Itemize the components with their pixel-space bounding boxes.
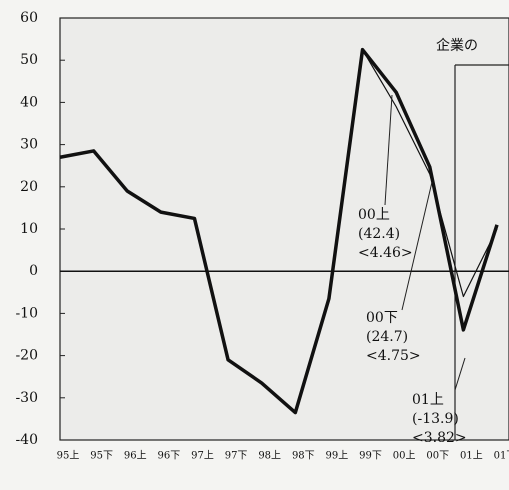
y-tick-label: -40: [15, 432, 38, 448]
annotation: <4.75>: [366, 348, 421, 364]
x-tick-label: 95上: [57, 450, 80, 462]
y-tick-label: 60: [20, 10, 38, 26]
y-tick-label: 0: [29, 263, 38, 279]
annotation-arrow: [454, 357, 466, 391]
x-tick-label: 00上: [393, 450, 416, 462]
series-line: [362, 49, 498, 298]
y-tick-label: -30: [15, 390, 38, 406]
x-tick-label: 96下: [157, 451, 180, 462]
annotation: (42.4): [358, 226, 400, 242]
x-tick-label: 98上: [258, 450, 281, 462]
annotation-arrow: [401, 181, 433, 311]
x-tick-label: 01下: [494, 451, 509, 462]
annotation: <3.82>: [412, 430, 467, 446]
annotation: (24.7): [366, 329, 408, 345]
annotation: 00上: [358, 207, 390, 223]
y-tick-label: -10: [15, 305, 38, 321]
y-tick-label: 30: [20, 137, 38, 153]
y-tick-label: 10: [20, 221, 38, 237]
annotation: 企業の: [436, 37, 478, 54]
x-tick-label: 97下: [225, 451, 248, 462]
x-tick-label: 99下: [359, 451, 382, 462]
x-tick-label: 96上: [124, 450, 147, 462]
annotation: <4.46>: [358, 245, 413, 261]
y-tick-label: -20: [15, 348, 38, 364]
x-tick-label: 97上: [191, 450, 214, 462]
annotation-arrow: [384, 94, 393, 206]
annotation: 00下: [366, 310, 398, 326]
annotation: (-13.9): [412, 411, 459, 427]
x-tick-label: 00下: [426, 451, 449, 462]
annotation: 01上: [412, 392, 444, 408]
x-tick-label: 99上: [326, 450, 349, 462]
plot-frame: [59, 17, 509, 441]
x-tick-label: 98下: [292, 451, 315, 462]
x-tick-label: 01上: [460, 450, 483, 462]
y-tick-label: 50: [20, 52, 38, 68]
y-tick-label: 20: [20, 179, 38, 195]
y-tick-label: 40: [20, 94, 38, 110]
series-line: [59, 47, 499, 415]
x-tick-label: 95下: [90, 451, 113, 462]
